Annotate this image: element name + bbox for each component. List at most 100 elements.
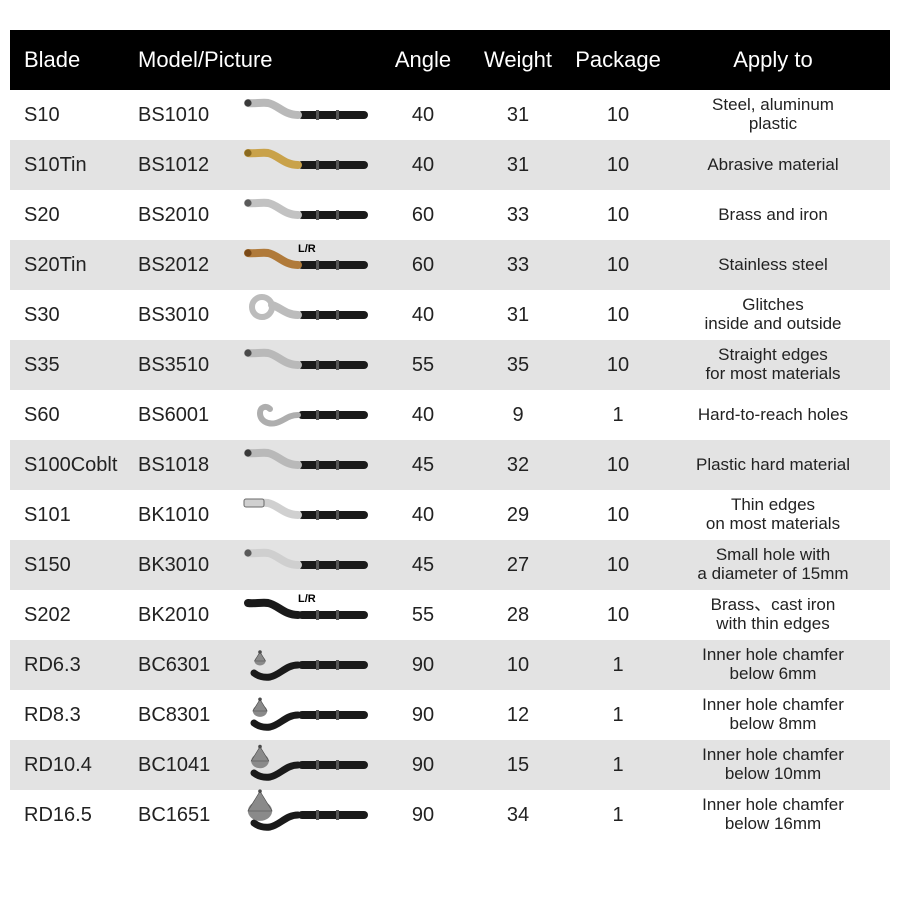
cell-model: BS2010 — [138, 204, 238, 227]
table-row: S60BS60014091Hard-to-reach holes — [10, 390, 890, 440]
cell-apply: Stainless steel — [668, 256, 878, 275]
cell-blade: RD10.4 — [18, 754, 138, 777]
cell-package: 10 — [568, 154, 668, 177]
table-row: S30BS3010403110Glitchesinside and outsid… — [10, 290, 890, 340]
table-row: S202BK2010L/R552810Brass、cast ironwith t… — [10, 590, 890, 640]
cell-angle: 40 — [378, 304, 468, 327]
cell-model: BC1041 — [138, 754, 238, 777]
lr-label: L/R — [298, 593, 316, 605]
cell-package: 10 — [568, 604, 668, 627]
cell-blade: S35 — [18, 354, 138, 377]
header-blade: Blade — [18, 47, 138, 73]
cell-angle: 55 — [378, 354, 468, 377]
cell-package: 10 — [568, 504, 668, 527]
cell-blade: RD6.3 — [18, 654, 138, 677]
cell-apply: Brass、cast ironwith thin edges — [668, 596, 878, 633]
cell-weight: 10 — [468, 654, 568, 677]
table-row: RD10.4BC104190151Inner hole chamferbelow… — [10, 740, 890, 790]
cell-blade: S202 — [18, 604, 138, 627]
cell-apply: Inner hole chamferbelow 10mm — [668, 746, 878, 783]
cell-package: 1 — [568, 754, 668, 777]
cell-apply: Thin edgeson most materials — [668, 496, 878, 533]
cell-picture — [238, 393, 378, 437]
cell-blade: S30 — [18, 304, 138, 327]
blade-spec-table: Blade Model/Picture Angle Weight Package… — [10, 30, 890, 840]
table-row: RD16.5BC165190341Inner hole chamferbelow… — [10, 790, 890, 840]
cell-weight: 15 — [468, 754, 568, 777]
cell-apply: Small hole witha diameter of 15mm — [668, 546, 878, 583]
header-weight: Weight — [468, 47, 568, 73]
cell-package: 10 — [568, 104, 668, 127]
cell-angle: 55 — [378, 604, 468, 627]
cell-weight: 31 — [468, 154, 568, 177]
table-row: S10BS1010403110Steel, aluminumplastic — [10, 90, 890, 140]
cell-angle: 40 — [378, 504, 468, 527]
cell-blade: RD16.5 — [18, 804, 138, 827]
cell-picture — [238, 643, 378, 687]
cell-picture: L/R — [238, 243, 378, 287]
cell-model: BS6001 — [138, 404, 238, 427]
table-row: RD6.3BC630190101Inner hole chamferbelow … — [10, 640, 890, 690]
cell-model: BS1018 — [138, 454, 238, 477]
cell-package: 10 — [568, 254, 668, 277]
cell-picture: L/R — [238, 593, 378, 637]
cell-angle: 60 — [378, 204, 468, 227]
cell-picture — [238, 793, 378, 837]
cell-package: 10 — [568, 204, 668, 227]
cell-apply: Brass and iron — [668, 206, 878, 225]
cell-picture — [238, 493, 378, 537]
table-row: S20TinBS2012L/R603310Stainless steel — [10, 240, 890, 290]
cell-picture — [238, 693, 378, 737]
cell-weight: 12 — [468, 704, 568, 727]
cell-angle: 90 — [378, 654, 468, 677]
cell-angle: 90 — [378, 704, 468, 727]
cell-weight: 28 — [468, 604, 568, 627]
cell-angle: 40 — [378, 104, 468, 127]
lr-label: L/R — [298, 243, 316, 255]
cell-package: 10 — [568, 304, 668, 327]
table-row: S10TinBS1012403110Abrasive material — [10, 140, 890, 190]
cell-apply: Steel, aluminumplastic — [668, 96, 878, 133]
cell-blade: S100Coblt — [18, 454, 138, 477]
table-header-row: Blade Model/Picture Angle Weight Package… — [10, 30, 890, 90]
cell-package: 1 — [568, 404, 668, 427]
cell-blade: S60 — [18, 404, 138, 427]
cell-blade: S150 — [18, 554, 138, 577]
cell-angle: 90 — [378, 804, 468, 827]
cell-picture — [238, 293, 378, 337]
cell-apply: Hard-to-reach holes — [668, 406, 878, 425]
cell-weight: 34 — [468, 804, 568, 827]
cell-package: 1 — [568, 704, 668, 727]
table-row: RD8.3BC830190121Inner hole chamferbelow … — [10, 690, 890, 740]
cell-package: 10 — [568, 354, 668, 377]
header-angle: Angle — [378, 47, 468, 73]
cell-blade: S20 — [18, 204, 138, 227]
cell-apply: Inner hole chamferbelow 8mm — [668, 696, 878, 733]
cell-picture — [238, 193, 378, 237]
cell-weight: 27 — [468, 554, 568, 577]
cell-weight: 31 — [468, 304, 568, 327]
cell-angle: 45 — [378, 554, 468, 577]
cell-model: BC1651 — [138, 804, 238, 827]
cell-package: 1 — [568, 654, 668, 677]
cell-angle: 45 — [378, 454, 468, 477]
cell-model: BS1010 — [138, 104, 238, 127]
table-body: S10BS1010403110Steel, aluminumplasticS10… — [10, 90, 890, 840]
cell-angle: 60 — [378, 254, 468, 277]
cell-apply: Straight edgesfor most materials — [668, 346, 878, 383]
cell-weight: 9 — [468, 404, 568, 427]
cell-angle: 40 — [378, 154, 468, 177]
cell-picture — [238, 543, 378, 587]
cell-weight: 33 — [468, 204, 568, 227]
table-row: S35BS3510553510Straight edgesfor most ma… — [10, 340, 890, 390]
cell-package: 10 — [568, 454, 668, 477]
table-row: S101BK1010402910Thin edgeson most materi… — [10, 490, 890, 540]
cell-weight: 32 — [468, 454, 568, 477]
cell-package: 10 — [568, 554, 668, 577]
cell-model: BS3510 — [138, 354, 238, 377]
cell-model: BK3010 — [138, 554, 238, 577]
cell-model: BK1010 — [138, 504, 238, 527]
cell-picture — [238, 443, 378, 487]
cell-model: BC8301 — [138, 704, 238, 727]
cell-blade: S20Tin — [18, 254, 138, 277]
